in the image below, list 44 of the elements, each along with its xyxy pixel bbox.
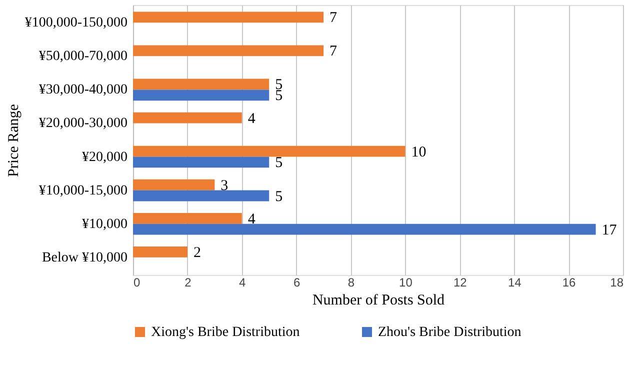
x-tick-label: 0 — [134, 276, 140, 290]
x-axis-title: Number of Posts Sold — [312, 292, 446, 308]
y-tick-label: ¥50,000-70,000 — [38, 49, 128, 64]
bar — [133, 78, 270, 90]
y-tick-label: ¥20,000 — [82, 150, 128, 165]
bar — [133, 190, 270, 202]
bar — [133, 12, 324, 23]
data-label: 2 — [193, 244, 201, 261]
data-label: 3 — [220, 178, 228, 194]
x-tick-label: 8 — [348, 276, 355, 290]
x-tick-label: 4 — [239, 276, 246, 290]
y-tick-label: ¥10,000 — [82, 216, 128, 232]
bar — [133, 112, 242, 124]
bar — [133, 212, 242, 224]
data-label: 5 — [275, 155, 283, 172]
x-tick-label: 16 — [562, 276, 576, 290]
data-label: 7 — [330, 10, 338, 26]
y-tick-label: ¥100,000-150,000 — [24, 16, 128, 31]
x-tick-label: 6 — [293, 276, 300, 290]
x-tick-label: 2 — [184, 276, 192, 290]
bar — [133, 224, 596, 235]
bar — [133, 90, 270, 101]
y-tick-label: ¥10,000-15,000 — [38, 183, 128, 198]
legend-label: Zhou's Bribe Distribution — [378, 325, 522, 340]
data-label: 10 — [411, 144, 426, 160]
data-label: 4 — [248, 211, 256, 228]
bar — [133, 156, 270, 168]
data-label: 4 — [248, 110, 256, 127]
y-tick-label: Below ¥10,000 — [42, 250, 128, 266]
y-tick-label: ¥20,000-30,000 — [38, 116, 128, 132]
x-tick-label: 14 — [508, 276, 522, 290]
x-tick-label: 18 — [610, 276, 624, 290]
legend-label: Xiong's Bribe Distribution — [151, 325, 300, 340]
bar — [133, 246, 188, 258]
data-label: 5 — [275, 188, 283, 205]
data-label: 7 — [330, 44, 338, 60]
data-label: 17 — [602, 222, 618, 238]
bar — [133, 146, 406, 157]
y-axis-title: Price Range — [6, 104, 22, 177]
y-tick-label: ¥30,000-40,000 — [38, 82, 128, 98]
x-tick-label: 12 — [453, 276, 468, 290]
bar — [133, 45, 324, 56]
bar — [133, 179, 215, 190]
x-tick-label: 10 — [399, 276, 413, 290]
